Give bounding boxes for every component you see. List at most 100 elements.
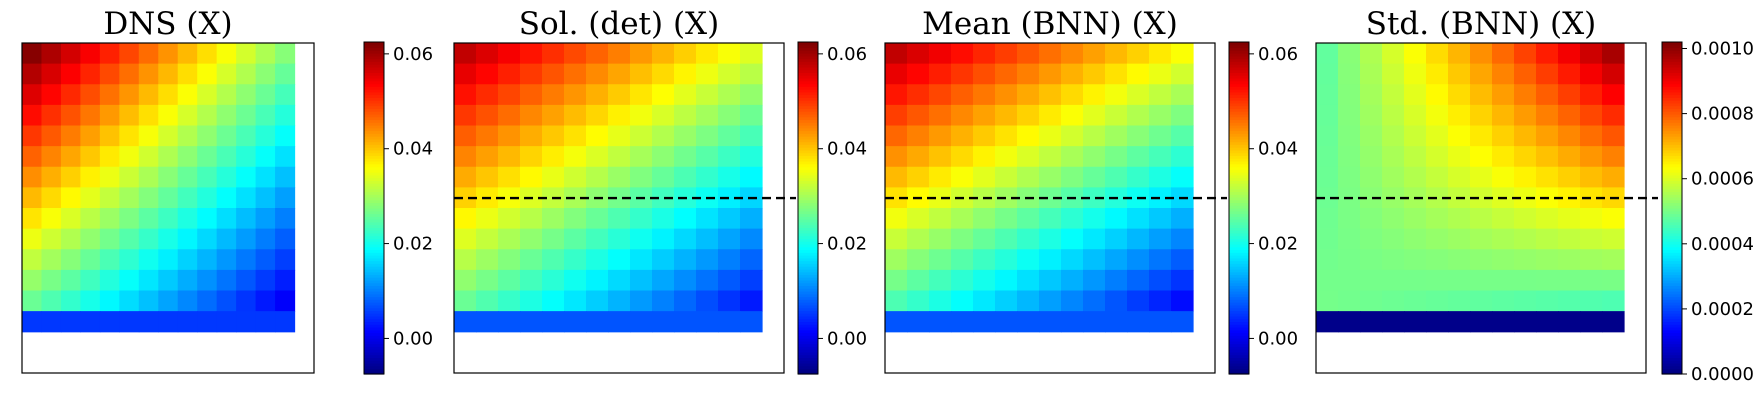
heatmap-cell <box>1602 104 1625 127</box>
heatmap-cell <box>907 43 930 65</box>
heatmap-cell <box>1127 269 1150 292</box>
colorbar-segment <box>364 326 384 331</box>
heatmap-cell <box>1127 146 1150 168</box>
colorbar-segment <box>1662 91 1682 96</box>
heatmap-cell <box>608 125 631 147</box>
heatmap-cell <box>951 125 974 147</box>
colorbar-segment <box>364 213 384 217</box>
heatmap-cell <box>564 125 587 147</box>
heatmap-cell <box>1448 208 1471 230</box>
colorbar-segment <box>364 318 384 323</box>
heatmap-cell <box>60 311 81 333</box>
heatmap-cell <box>1536 146 1559 168</box>
colorbar-segment <box>364 100 384 104</box>
colorbar-segment <box>364 302 384 306</box>
heatmap-cell <box>542 311 565 333</box>
colorbar-segment <box>1662 89 1682 93</box>
heatmap-cell <box>718 166 741 188</box>
heatmap-cell <box>1083 228 1106 250</box>
heatmap-cell <box>1360 84 1383 106</box>
heatmap-cell <box>652 63 675 85</box>
heatmap-cell <box>275 249 296 271</box>
colorbar-segment <box>1662 174 1682 179</box>
heatmap-cell <box>236 84 257 106</box>
colorbar-segment <box>1229 285 1249 289</box>
heatmap-cell <box>1558 166 1581 188</box>
colorbar-segment <box>1229 365 1249 370</box>
colorbar: 0.00 0.02 0.04 0.06 <box>1228 41 1298 375</box>
heatmap-cell <box>586 125 609 147</box>
colorbar-segment <box>364 296 384 300</box>
heatmap-cell <box>41 84 62 106</box>
heatmap-cell <box>1448 166 1471 188</box>
heatmap-cell <box>197 187 218 209</box>
heatmap-cell <box>1039 104 1062 127</box>
heatmap-cell <box>454 269 477 292</box>
heatmap-cell <box>158 63 179 85</box>
colorbar-segment <box>1229 324 1249 328</box>
heatmap-cell <box>608 311 631 333</box>
heatmap-cell <box>1602 84 1625 106</box>
colorbar-segment <box>364 224 384 228</box>
heatmap-cell <box>1149 228 1172 250</box>
colorbar-segment <box>1229 329 1249 334</box>
heatmap-cell <box>995 269 1018 292</box>
heatmap-cell <box>1536 63 1559 85</box>
colorbar-segment <box>798 346 818 350</box>
heatmap-cell <box>652 84 675 106</box>
colorbar-segment <box>798 343 818 347</box>
colorbar-segment <box>1229 180 1249 184</box>
heatmap-cell <box>885 146 908 168</box>
heatmap-cell <box>255 166 276 188</box>
colorbar-segment <box>364 241 384 245</box>
colorbar-segment <box>364 53 384 57</box>
colorbar-segment <box>1229 163 1249 168</box>
heatmap-cell <box>951 84 974 106</box>
colorbar-segment <box>1229 125 1249 129</box>
colorbar-segment <box>1229 371 1249 375</box>
heatmap-cell <box>41 43 62 65</box>
heatmap-cell <box>41 146 62 168</box>
heatmap-cell <box>1492 125 1515 147</box>
heatmap-cell <box>907 228 930 250</box>
heatmap-cell <box>630 84 653 106</box>
colorbar-segment <box>1662 166 1682 170</box>
colorbar-segment <box>364 343 384 347</box>
heatmap-cell <box>929 43 952 65</box>
heatmap-cell <box>119 290 140 312</box>
colorbar-segment <box>798 53 818 57</box>
heatmap-cell <box>652 228 675 250</box>
heatmap-cell <box>929 249 952 271</box>
heatmap-cell <box>1602 63 1625 85</box>
colorbar-segment <box>1662 304 1682 309</box>
colorbar-segment <box>798 227 818 231</box>
colorbar-segment <box>1662 246 1682 251</box>
colorbar-segment <box>798 86 818 90</box>
heatmap-cell <box>696 166 719 188</box>
colorbar-segment <box>798 351 818 356</box>
heatmap-cell <box>1426 104 1449 127</box>
colorbar-segment <box>1229 174 1249 179</box>
heatmap-cell <box>158 146 179 168</box>
heatmap-cell <box>1536 208 1559 230</box>
axes-frame <box>1315 42 1647 374</box>
colorbar-segment <box>364 313 384 317</box>
colorbar-segment <box>1229 183 1249 187</box>
colorbar-segment <box>798 216 818 220</box>
colorbar-segment <box>1229 318 1249 323</box>
heatmap-cell <box>1448 43 1471 65</box>
heatmap-cell <box>1316 249 1339 271</box>
colorbar-segment <box>364 307 384 311</box>
heatmap-cell <box>951 311 974 333</box>
heatmap-cell <box>652 187 675 209</box>
heatmap-cell <box>1083 84 1106 106</box>
colorbar-segment <box>364 368 384 372</box>
colorbar-segment <box>798 97 818 101</box>
heatmap-cell <box>275 269 296 292</box>
heatmap-cell <box>973 43 996 65</box>
heatmap-cell <box>119 187 140 209</box>
heatmap-cell <box>740 208 763 230</box>
heatmap-cell <box>255 228 276 250</box>
heatmap-cell <box>119 269 140 292</box>
colorbar-segment <box>1662 285 1682 289</box>
